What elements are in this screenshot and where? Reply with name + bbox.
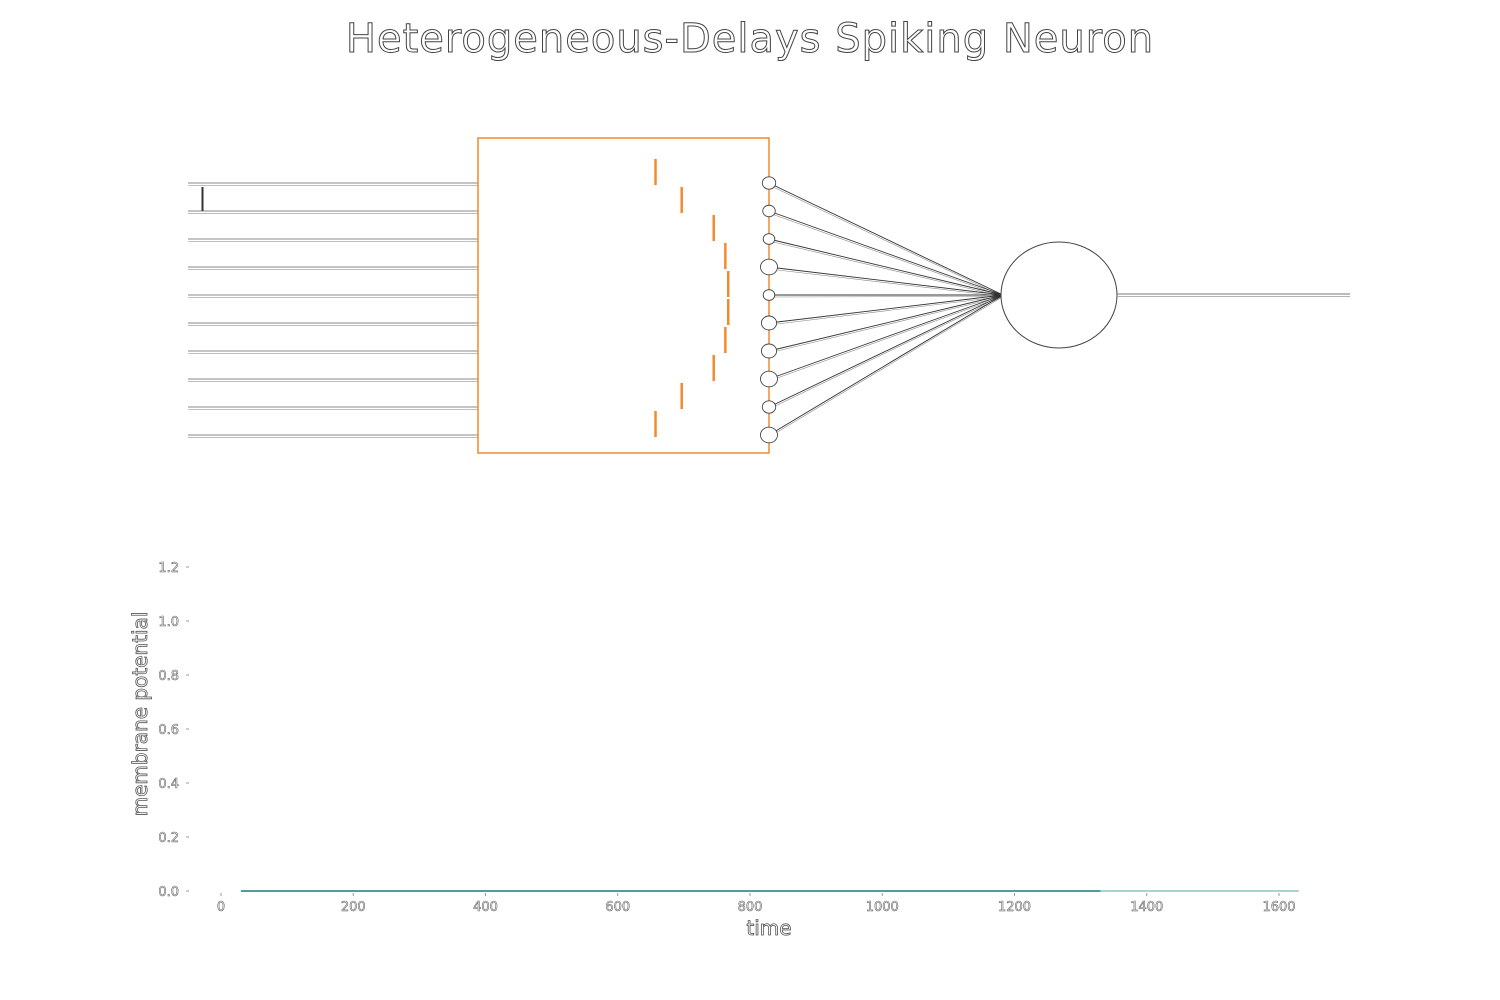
synapse-connection-shadow <box>768 212 1004 297</box>
x-tick-label: 1600 <box>1262 900 1295 915</box>
synapse-node <box>762 233 776 245</box>
synapse-connection <box>768 294 1004 324</box>
synapse-node <box>762 204 776 218</box>
synapse-connection-shadow <box>768 184 1004 297</box>
y-axis-label: membrane potential <box>128 612 152 817</box>
synapse-connection <box>768 294 1004 352</box>
y-tick-label: 0.2 <box>158 831 179 846</box>
synapse-connection-shadow <box>768 296 1004 438</box>
y-tick-label: 0.8 <box>158 669 179 684</box>
synapse-node <box>761 400 777 414</box>
synapse-connection-shadow <box>768 296 1004 382</box>
synapse-connection <box>768 294 1004 408</box>
x-tick-label: 600 <box>605 900 630 915</box>
figure-title: Heterogeneous-Delays Spiking Neuron <box>346 16 1154 62</box>
y-axis-ticks: 0.0 0.2 0.4 0.6 0.8 1.0 1.2 <box>158 561 189 900</box>
synapse-connection-shadow <box>768 240 1004 297</box>
y-tick-label: 1.0 <box>158 615 179 630</box>
synapse-node <box>760 426 778 444</box>
membrane-potential-chart: 0.0 0.2 0.4 0.6 0.8 1.0 1.2 0 200 400 600 800 1000 1… <box>128 561 1299 940</box>
y-tick-label: 0.6 <box>158 723 179 738</box>
neuron-diagram <box>188 137 1350 454</box>
synapse-connection <box>768 210 1004 296</box>
synapse-connection <box>768 294 1004 380</box>
synapse-connection <box>768 266 1004 296</box>
x-tick-label: 1000 <box>866 900 899 915</box>
x-tick-label: 1200 <box>998 900 1031 915</box>
synapse-connection <box>768 294 1004 436</box>
neuron-soma <box>1000 241 1118 349</box>
y-tick-label: 0.0 <box>158 885 179 900</box>
delay-box <box>477 137 770 454</box>
x-axis-ticks: 0 200 400 600 800 1000 1200 1400 1600 <box>217 893 1296 915</box>
synapses <box>760 176 778 444</box>
synapse-connection-shadow <box>768 296 1004 354</box>
x-axis-label: time <box>746 916 791 940</box>
x-tick-label: 0 <box>217 900 225 915</box>
x-tick-label: 1400 <box>1130 900 1163 915</box>
y-tick-label: 1.2 <box>158 561 179 576</box>
x-tick-label: 800 <box>738 900 763 915</box>
synapse-node <box>760 370 778 388</box>
y-tick-label: 0.4 <box>158 777 179 792</box>
synapse-connection-shadow <box>768 268 1004 297</box>
synapse-connection-shadow <box>768 296 1004 326</box>
x-tick-label: 400 <box>473 900 498 915</box>
synapse-connection <box>768 182 1004 296</box>
synapse-lines <box>768 182 1004 438</box>
output-axon <box>1117 293 1350 297</box>
synapse-node <box>760 315 778 331</box>
input-lines <box>188 182 478 438</box>
synapse-node <box>761 176 777 190</box>
synapse-connection-shadow <box>768 296 1004 298</box>
synapse-node <box>760 258 778 276</box>
synapse-node <box>760 343 778 359</box>
delay-spikes <box>654 159 730 437</box>
synapse-connection <box>768 238 1004 296</box>
x-tick-label: 200 <box>341 900 366 915</box>
synapse-connection-shadow <box>768 296 1004 410</box>
synapse-node <box>762 289 776 301</box>
